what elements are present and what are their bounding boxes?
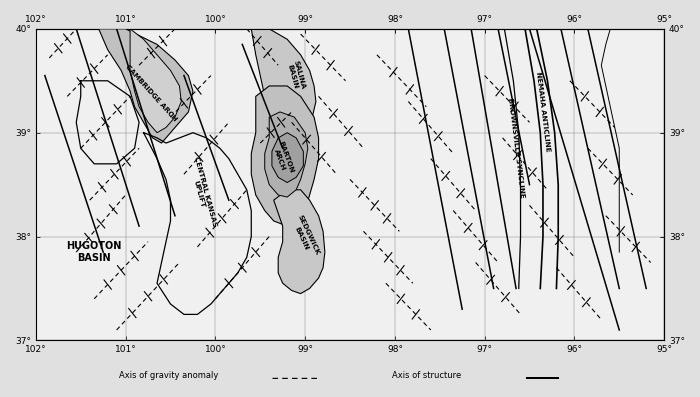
Text: CAMBRIDGE ARCH: CAMBRIDGE ARCH [124,64,178,123]
Polygon shape [274,190,325,294]
Polygon shape [251,86,318,226]
Text: BROWNSVILLE SYNCLINE: BROWNSVILLE SYNCLINE [507,98,525,198]
Polygon shape [130,29,181,133]
Polygon shape [272,133,303,183]
Text: HUGOTON
BASIN: HUGOTON BASIN [66,241,122,263]
Text: BARTON
ARCH: BARTON ARCH [271,141,295,177]
Polygon shape [265,112,308,197]
Text: SEDGWICK
BASIN: SEDGWICK BASIN [290,214,320,259]
Text: NEMAHA ANTICLINE: NEMAHA ANTICLINE [535,71,551,152]
Polygon shape [251,29,316,133]
Text: Axis of gravity anomaly: Axis of gravity anomaly [119,371,218,380]
Text: SALINA
BASIN: SALINA BASIN [286,60,307,92]
Text: Axis of structure: Axis of structure [392,371,461,380]
Polygon shape [99,29,193,143]
Text: CENTRAL KANSAS
UPLIFT: CENTRAL KANSAS UPLIFT [186,156,218,230]
